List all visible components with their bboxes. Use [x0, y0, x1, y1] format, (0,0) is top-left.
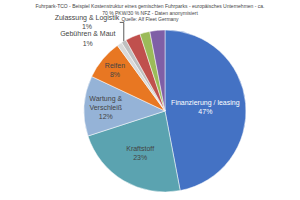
svg-text:Zulassung & Logistik1%: Zulassung & Logistik1% [55, 14, 120, 30]
svg-text:Finanzierung / leasing47%: Finanzierung / leasing47% [171, 99, 240, 115]
svg-text:Kraftstoff23%: Kraftstoff23% [126, 145, 154, 161]
svg-text:Fuhrpark-TCO - Beispiel Kosten: Fuhrpark-TCO - Beispiel Kostenstruktur e… [36, 3, 265, 22]
svg-text:Gebühren & Maut1%: Gebühren & Maut1% [60, 30, 115, 46]
svg-text:Reifen8%: Reifen8% [105, 62, 125, 78]
svg-text:Wartung &Verschleiß12%: Wartung &Verschleiß12% [89, 95, 122, 120]
